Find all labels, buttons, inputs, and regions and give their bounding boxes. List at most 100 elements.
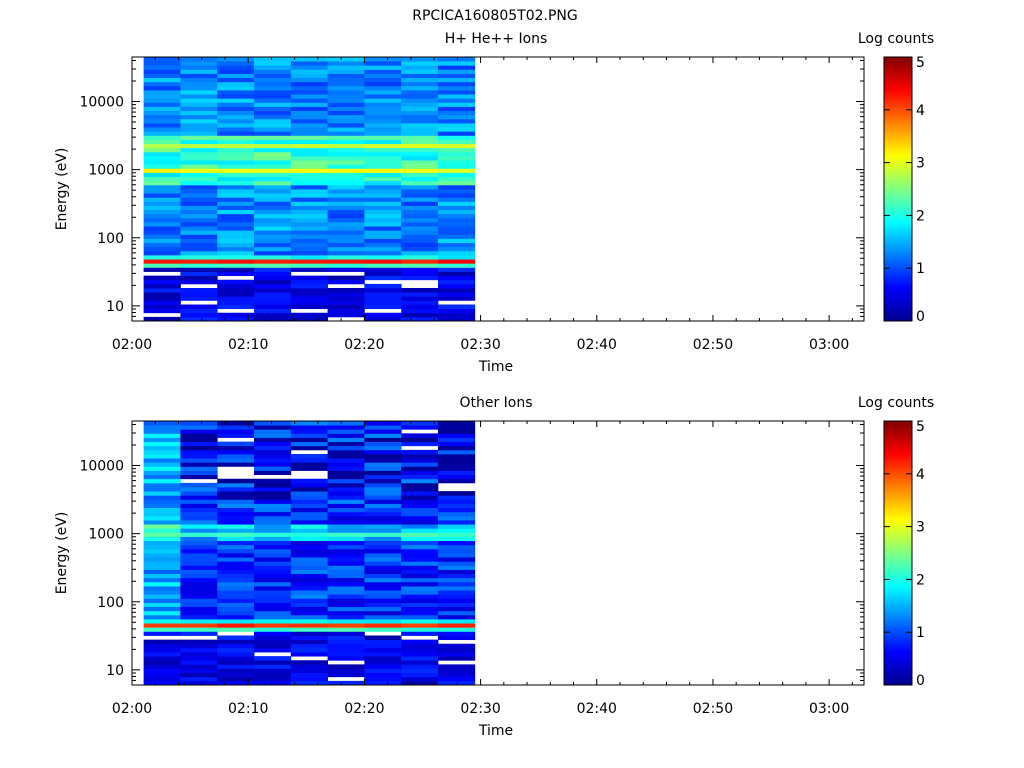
spectrogram-cell — [217, 288, 255, 293]
spectrogram-cell — [327, 296, 365, 301]
spectrogram-cell — [143, 544, 181, 550]
spectrogram-cell — [437, 462, 476, 467]
spectrogram-cell — [143, 135, 181, 140]
spectrogram-cell — [327, 168, 365, 173]
spectrogram-cell — [437, 656, 476, 661]
spectrogram-cell — [364, 647, 402, 653]
spectrogram-cell — [364, 217, 402, 223]
spectrogram-cell — [254, 118, 292, 124]
spectrogram-cell — [364, 664, 402, 669]
spectrogram-cell — [364, 520, 402, 525]
spectrogram-cell — [327, 421, 365, 426]
spectrogram-cell — [217, 106, 255, 112]
spectrogram-cell — [364, 499, 402, 504]
spectrogram-cell — [327, 487, 365, 492]
spectrogram-cell — [290, 180, 328, 186]
x-axis-label: Time — [478, 359, 513, 375]
colorbar-tick-label: 0 — [916, 309, 925, 325]
spectrogram-cell — [437, 676, 476, 682]
spectrogram-cell — [143, 619, 181, 624]
spectrogram-cell — [401, 81, 439, 87]
spectrogram-cell — [437, 515, 476, 521]
spectrogram-cell — [327, 308, 365, 314]
spectrogram-cell — [364, 69, 402, 74]
spectrogram-cell — [143, 606, 181, 612]
spectrogram-cell — [401, 197, 439, 202]
spectrogram-cell — [217, 292, 255, 297]
spectrogram-cell — [143, 230, 181, 235]
spectrogram-cell — [254, 429, 292, 434]
spectrogram-cell — [290, 619, 328, 624]
spectrogram-cell — [327, 275, 365, 281]
spectrogram-cell — [217, 557, 255, 562]
x-tick-label: 02:10 — [228, 337, 268, 353]
spectrogram-cell — [254, 288, 292, 293]
spectrogram-cell — [364, 110, 402, 116]
spectrogram-cell — [401, 668, 439, 674]
spectrogram-cell — [437, 573, 476, 579]
spectrogram-cell — [143, 193, 181, 198]
spectrogram-cell — [290, 581, 328, 587]
spectrogram-cell — [180, 445, 218, 451]
spectrogram-cell — [327, 304, 365, 310]
spectrogram-cell — [290, 544, 328, 550]
spectrogram-cell — [254, 664, 292, 669]
spectrogram-cell — [401, 246, 439, 252]
spectrogram-cell — [254, 300, 292, 305]
spectrogram-cell — [364, 433, 402, 438]
spectrogram-cell — [437, 478, 476, 484]
spectrogram-cell — [401, 524, 439, 529]
spectrogram-cell — [364, 180, 402, 186]
spectrogram-cell — [217, 246, 255, 252]
spectrogram-cell — [364, 548, 402, 554]
spectrogram-cell — [327, 454, 365, 459]
spectrogram-cell — [364, 672, 402, 678]
spectrogram-cell — [217, 139, 255, 145]
spectrogram-cell — [254, 631, 292, 636]
spectrogram-cell — [180, 606, 218, 612]
spectrogram-cell — [327, 458, 365, 463]
spectrogram-cell — [290, 205, 328, 211]
spectrogram-cell — [254, 553, 292, 558]
spectrogram-cell — [254, 487, 292, 492]
spectrogram-cell — [254, 635, 292, 641]
spectrogram-cell — [254, 250, 292, 256]
spectrogram-cell — [143, 421, 181, 426]
spectrogram-cell — [290, 478, 328, 484]
spectrogram-cell — [364, 569, 402, 575]
spectrogram-cell — [364, 123, 402, 128]
spectrogram-cell — [401, 176, 439, 182]
spectrogram-cell — [180, 77, 218, 83]
spectrogram-cell — [180, 230, 218, 235]
x-tick-label: 02:50 — [693, 337, 733, 353]
spectrogram-cell — [143, 255, 181, 260]
spectrogram-cell — [254, 279, 292, 285]
spectrogram-cell — [143, 81, 181, 87]
spectrogram-cell — [437, 197, 476, 202]
spectrogram-cell — [290, 184, 328, 190]
spectrogram-cell — [401, 421, 439, 426]
spectrogram-cell — [364, 445, 402, 451]
spectrogram-cell — [143, 647, 181, 653]
spectrogram-cell — [143, 515, 181, 521]
spectrogram-cell — [254, 65, 292, 70]
spectrogram-cell — [401, 619, 439, 624]
spectrogram-cell — [143, 110, 181, 116]
spectrogram-cell — [401, 466, 439, 471]
spectrogram-cell — [143, 139, 181, 145]
spectrogram-cell — [327, 449, 365, 455]
spectrogram-cell — [180, 69, 218, 74]
spectrogram-cell — [180, 433, 218, 438]
spectrogram-cell — [180, 110, 218, 116]
spectrogram-cell — [290, 176, 328, 182]
spectrogram-cell — [290, 118, 328, 124]
spectrogram-cell — [364, 213, 402, 219]
y-tick-label: 1000 — [88, 527, 124, 543]
spectrogram-cell — [401, 250, 439, 256]
spectrogram-cell — [180, 85, 218, 91]
spectrogram-cell — [437, 569, 476, 575]
spectrogram-cell — [290, 532, 328, 537]
spectrogram-cell — [290, 300, 328, 305]
spectrogram-cell — [401, 135, 439, 140]
spectrogram-cell — [364, 267, 402, 272]
